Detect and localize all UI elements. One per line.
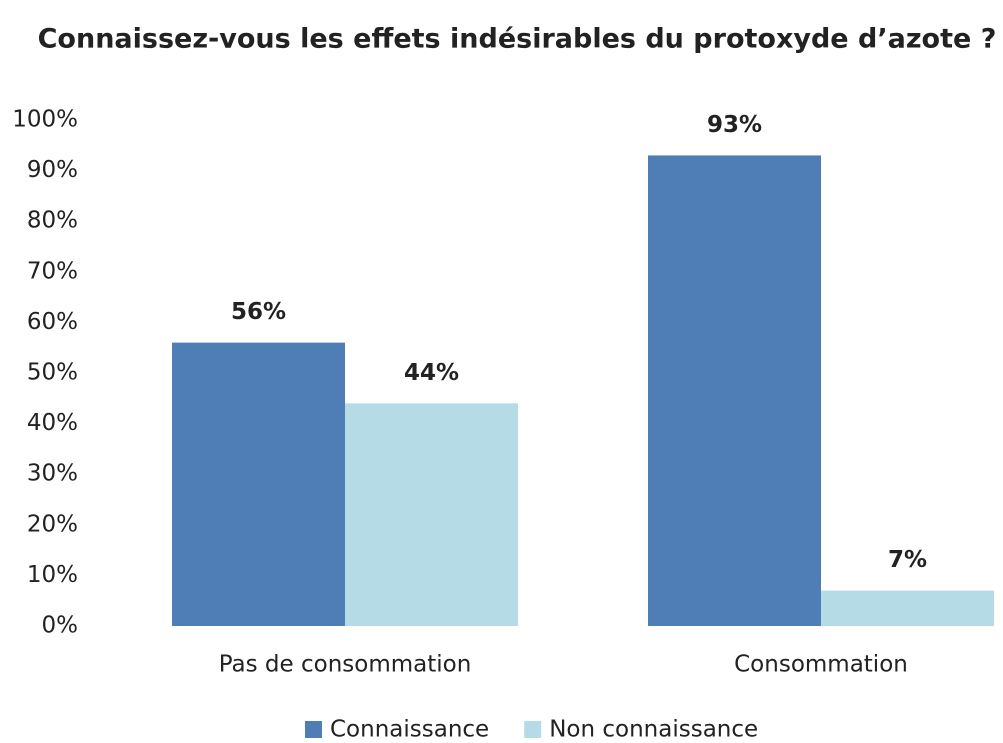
y-tick-label: 0% [42,613,79,639]
legend-swatch [305,721,322,738]
data-label: 56% [231,299,286,325]
y-tick-label: 60% [27,309,78,335]
bar [345,403,518,626]
data-label: 7% [888,547,927,573]
bar [648,155,821,627]
legend-label: Non connaissance [549,717,758,743]
y-tick-label: 10% [27,562,78,588]
y-tick-label: 90% [27,157,78,183]
bar [172,342,345,626]
x-tick-label: Pas de consommation [219,652,472,678]
legend-label: Connaissance [330,717,489,743]
y-tick-label: 50% [27,360,78,386]
y-tick-label: 30% [27,461,78,487]
data-label: 44% [404,360,459,386]
y-tick-label: 20% [27,511,78,537]
y-tick-label: 70% [27,258,78,284]
x-tick-label: Consommation [734,652,908,678]
chart-title: Connaissez-vous les effets indésirables … [38,24,997,55]
y-tick-label: 80% [27,208,78,234]
bar [821,590,994,626]
y-tick-label: 40% [27,410,78,436]
data-label: 93% [707,112,762,138]
y-tick-label: 100% [12,107,78,133]
legend-swatch [524,721,542,738]
